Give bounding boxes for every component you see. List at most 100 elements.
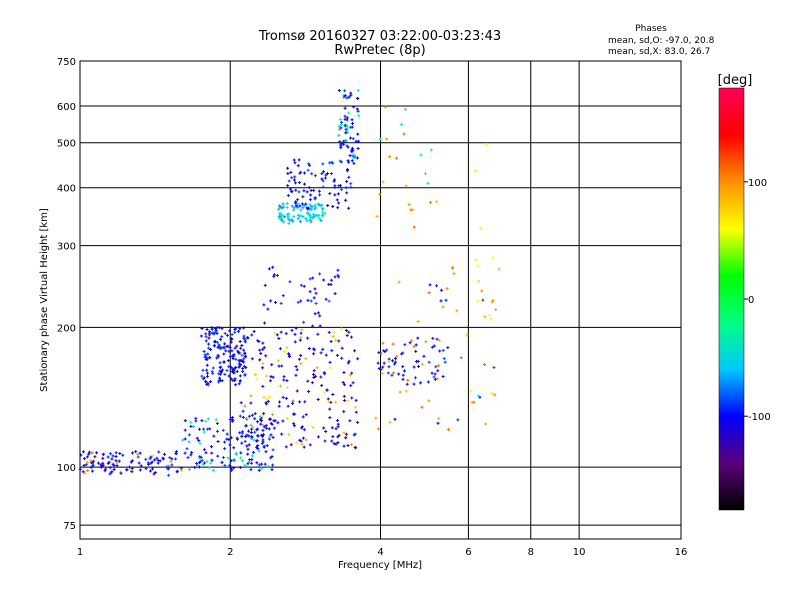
data-point	[318, 216, 322, 220]
data-point	[200, 419, 204, 423]
data-point	[285, 202, 289, 206]
data-point	[139, 464, 143, 468]
data-point	[266, 399, 270, 403]
data-point	[337, 339, 341, 343]
data-point	[305, 219, 309, 223]
data-point	[442, 357, 446, 361]
data-point	[307, 389, 311, 393]
data-point	[324, 353, 328, 357]
data-point	[308, 198, 312, 202]
data-point	[351, 148, 355, 152]
data-point	[205, 371, 209, 375]
data-point	[323, 439, 327, 443]
data-point	[318, 314, 322, 318]
data-point	[230, 415, 234, 419]
data-point	[308, 218, 312, 222]
data-point	[273, 331, 277, 335]
data-point	[225, 344, 229, 348]
data-point	[170, 457, 174, 461]
data-point	[225, 432, 229, 436]
data-point	[259, 422, 263, 426]
data-point	[290, 328, 294, 332]
data-point	[465, 333, 469, 337]
data-point	[183, 419, 187, 423]
data-point	[280, 213, 284, 217]
data-point	[238, 379, 242, 383]
data-point	[272, 274, 276, 278]
data-point	[214, 418, 218, 422]
data-point	[312, 352, 316, 356]
data-point	[216, 345, 220, 349]
data-point	[245, 433, 249, 437]
data-point	[474, 258, 478, 262]
data-point	[407, 203, 411, 207]
data-point	[414, 343, 418, 347]
data-point	[314, 291, 318, 295]
data-point	[342, 410, 346, 414]
data-point	[246, 462, 250, 466]
data-point	[233, 328, 237, 332]
data-point	[339, 126, 343, 130]
data-point	[345, 96, 349, 100]
data-point	[197, 439, 201, 443]
data-point	[187, 468, 191, 472]
data-point	[136, 455, 140, 459]
data-point	[445, 287, 449, 291]
data-point	[267, 267, 271, 271]
data-point	[306, 206, 310, 210]
data-point	[277, 207, 281, 211]
data-point	[81, 450, 85, 454]
data-point	[429, 201, 433, 205]
data-point	[253, 373, 257, 377]
data-point	[292, 158, 296, 162]
data-point	[183, 428, 187, 432]
data-point	[323, 176, 327, 180]
data-point	[297, 214, 301, 218]
scatter-points	[78, 88, 501, 477]
data-point	[255, 420, 259, 424]
data-point	[271, 435, 275, 439]
data-point	[477, 279, 481, 283]
data-point	[412, 382, 416, 386]
data-point	[239, 363, 243, 367]
data-point	[257, 463, 261, 467]
data-point	[118, 451, 122, 455]
data-point	[277, 336, 281, 340]
data-point	[119, 471, 123, 475]
data-point	[435, 200, 439, 204]
data-point	[204, 355, 208, 359]
x-tick-label: 10	[573, 547, 586, 558]
data-point	[242, 360, 246, 364]
data-point	[259, 352, 263, 356]
data-point	[288, 280, 292, 284]
y-tick-label: 750	[57, 57, 76, 68]
data-point	[287, 179, 291, 183]
data-point	[243, 339, 247, 343]
data-point	[403, 369, 407, 373]
data-point	[306, 168, 310, 172]
data-point	[209, 461, 213, 465]
data-point	[327, 400, 331, 404]
data-point	[387, 155, 391, 159]
data-point	[82, 463, 86, 467]
data-point	[348, 154, 352, 158]
data-point	[343, 94, 347, 98]
data-point	[237, 329, 241, 333]
data-point	[157, 450, 161, 454]
data-point	[343, 398, 347, 402]
data-point	[228, 443, 232, 447]
data-point	[309, 188, 313, 192]
data-point	[430, 371, 434, 375]
data-point	[196, 464, 200, 468]
data-point	[110, 457, 114, 461]
data-point	[250, 357, 254, 361]
data-point	[232, 466, 236, 470]
data-point	[472, 400, 476, 404]
data-point	[313, 374, 317, 378]
data-point	[356, 357, 360, 361]
data-point	[309, 193, 313, 197]
data-point	[381, 365, 385, 369]
data-point	[287, 221, 291, 225]
data-point	[207, 336, 211, 340]
data-point	[294, 188, 298, 192]
